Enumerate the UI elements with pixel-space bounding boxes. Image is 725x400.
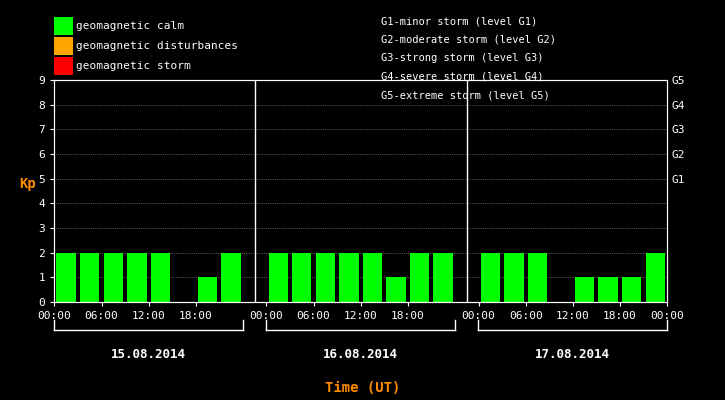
Text: G2-moderate storm (level G2): G2-moderate storm (level G2): [381, 35, 555, 45]
Bar: [198, 277, 218, 302]
Bar: [104, 253, 123, 302]
Text: G5-extreme storm (level G5): G5-extreme storm (level G5): [381, 90, 550, 100]
Text: G4-severe storm (level G4): G4-severe storm (level G4): [381, 72, 543, 82]
Bar: [645, 253, 665, 302]
Text: Time (UT): Time (UT): [325, 381, 400, 395]
Text: 15.08.2014: 15.08.2014: [111, 348, 186, 360]
Bar: [268, 253, 288, 302]
Text: geomagnetic calm: geomagnetic calm: [76, 21, 184, 31]
Bar: [410, 253, 429, 302]
Text: geomagnetic storm: geomagnetic storm: [76, 61, 191, 71]
Text: 16.08.2014: 16.08.2014: [323, 348, 398, 360]
Bar: [598, 277, 618, 302]
Bar: [575, 277, 594, 302]
Text: G1-minor storm (level G1): G1-minor storm (level G1): [381, 17, 537, 27]
Bar: [57, 253, 76, 302]
Bar: [481, 253, 500, 302]
Bar: [528, 253, 547, 302]
Y-axis label: Kp: Kp: [19, 177, 36, 191]
Text: G3-strong storm (level G3): G3-strong storm (level G3): [381, 53, 543, 63]
Bar: [434, 253, 453, 302]
Bar: [504, 253, 523, 302]
Bar: [127, 253, 146, 302]
Bar: [292, 253, 312, 302]
Bar: [221, 253, 241, 302]
Text: 17.08.2014: 17.08.2014: [535, 348, 610, 360]
Bar: [339, 253, 359, 302]
Bar: [315, 253, 335, 302]
Bar: [151, 253, 170, 302]
Bar: [80, 253, 99, 302]
Bar: [386, 277, 406, 302]
Bar: [622, 277, 642, 302]
Bar: [362, 253, 382, 302]
Text: geomagnetic disturbances: geomagnetic disturbances: [76, 41, 238, 51]
